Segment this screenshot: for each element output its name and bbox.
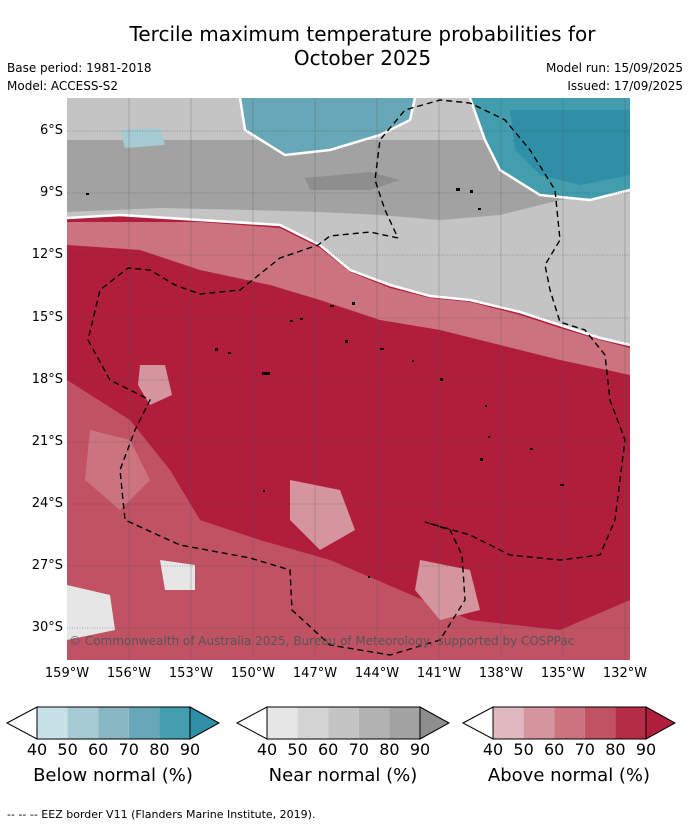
colorbar-below-normal <box>5 706 221 740</box>
above-normal-low-band <box>67 222 630 375</box>
lat-label-15s: 15°S <box>31 310 63 325</box>
near-normal-south-patch <box>67 585 115 640</box>
lon-label-147w: 147°W <box>292 666 338 681</box>
colorbar-above-ticks: 40 50 60 70 80 90 <box>461 740 677 762</box>
model-run: Model run: 15/09/2025 <box>545 61 683 75</box>
lat-label-24s: 24°S <box>31 496 63 511</box>
tick-above-70: 70 <box>574 740 595 759</box>
colorbar-below-upper-arrow <box>189 706 221 740</box>
colorbar-below-swatch-2 <box>67 707 99 739</box>
islands <box>86 188 564 578</box>
above-normal-patch-4 <box>415 560 480 620</box>
lon-label-138w: 138°W <box>478 666 524 681</box>
category-boundary <box>67 213 630 347</box>
tick-near-60: 60 <box>318 740 339 759</box>
colorbar-below-lower-arrow <box>5 706 38 740</box>
below-normal-patch <box>240 98 415 155</box>
colorbar-above-upper-arrow <box>645 706 677 740</box>
chart-title: Tercile maximum temperature probabilitie… <box>0 22 690 70</box>
meta-left: Base period: 1981-2018 Model: ACCESS-S2 <box>7 59 152 95</box>
colorbar-near-swatch-1 <box>267 707 298 739</box>
lon-label-144w: 144°W <box>354 666 400 681</box>
base-period: Base period: 1981-2018 <box>7 61 152 75</box>
colorbar-above-lower-arrow <box>461 706 494 740</box>
lat-label-30s: 30°S <box>31 620 63 635</box>
above-normal-patch-2 <box>290 480 355 550</box>
lon-label-135w: 135°W <box>540 666 586 681</box>
colorbar-near-swatch-4 <box>358 707 390 739</box>
map-field <box>67 98 630 660</box>
model-name: Model: ACCESS-S2 <box>7 79 119 93</box>
colorbar-near-normal <box>235 706 451 740</box>
lon-label-141w: 141°W <box>416 666 462 681</box>
legend-near-normal: 40 50 60 70 80 90 Near normal (%) <box>235 706 451 786</box>
lat-label-12s: 12°S <box>31 247 63 262</box>
lon-label-132w: 132°W <box>602 666 648 681</box>
tick-below-50: 50 <box>57 740 78 759</box>
tick-near-70: 70 <box>348 740 369 759</box>
below-normal-small <box>120 128 165 148</box>
colorbar-below-swatch-3 <box>98 707 129 739</box>
colorbar-near-lower-arrow <box>235 706 268 740</box>
issued-date: Issued: 17/09/2025 <box>567 79 683 93</box>
meridians <box>128 98 626 660</box>
lon-label-156w: 156°W <box>106 666 152 681</box>
legend-below-title: Below normal (%) <box>33 765 193 786</box>
title-line-1: Tercile maximum temperature probabilitie… <box>129 22 596 46</box>
tick-above-80: 80 <box>605 740 626 759</box>
colorbar-below-swatch-1 <box>37 707 68 739</box>
legend-near-title: Near normal (%) <box>268 765 418 786</box>
colorbar-near-swatch-2 <box>297 707 329 739</box>
tick-below-40: 40 <box>26 740 48 759</box>
tick-near-50: 50 <box>287 740 308 759</box>
legend-above-normal: 40 50 60 70 80 90 Above normal (%) <box>461 706 677 786</box>
meta-right: Model run: 15/09/2025 Issued: 17/09/2025 <box>546 59 683 95</box>
lon-label-153w: 153°W <box>168 666 214 681</box>
above-normal-south <box>67 380 630 660</box>
tick-above-40: 40 <box>482 740 504 759</box>
lat-label-6s: 6°S <box>39 123 63 138</box>
tick-near-80: 80 <box>379 740 400 759</box>
colorbar-near-ticks: 40 50 60 70 80 90 <box>235 740 451 762</box>
tick-above-60: 60 <box>544 740 565 759</box>
lat-label-27s: 27°S <box>31 558 63 573</box>
colorbar-below-swatch-5 <box>159 707 190 739</box>
lon-label-159w: 159°W <box>44 666 90 681</box>
lat-label-9s: 9°S <box>39 185 63 200</box>
tick-near-90: 90 <box>409 740 431 759</box>
tick-near-40: 40 <box>256 740 278 759</box>
tick-below-90: 90 <box>179 740 201 759</box>
above-normal-patch-3 <box>138 365 172 405</box>
title-line-2: October 2025 <box>293 46 432 70</box>
tick-below-80: 80 <box>149 740 170 759</box>
tick-below-60: 60 <box>88 740 109 759</box>
lat-label-21s: 21°S <box>31 434 63 449</box>
category-boundary-north <box>238 98 417 157</box>
category-boundary-ne <box>468 98 630 202</box>
colorbar-near-swatch-3 <box>328 707 359 739</box>
colorbar-near-upper-arrow <box>419 706 451 740</box>
above-normal-patch-1 <box>85 430 150 510</box>
colorbar-near-swatch-5 <box>389 707 420 739</box>
legend-above-title: Above normal (%) <box>487 765 651 786</box>
colorbar-above-normal <box>461 706 677 740</box>
eez-footnote: -- -- -- EEZ border V11 (Flanders Marine… <box>7 808 316 821</box>
colorbar-above-swatch-3 <box>554 707 585 739</box>
colorbar-above-swatch-5 <box>615 707 646 739</box>
tick-above-50: 50 <box>513 740 534 759</box>
near-normal-south-patch-2 <box>160 560 195 590</box>
copyright-notice: © Commonwealth of Australia 2025, Bureau… <box>69 634 575 648</box>
colorbar-above-swatch-4 <box>584 707 616 739</box>
lat-label-18s: 18°S <box>31 372 63 387</box>
tick-below-70: 70 <box>118 740 139 759</box>
colorbar-above-swatch-1 <box>493 707 524 739</box>
colorbar-above-swatch-2 <box>523 707 555 739</box>
colorbar-below-swatch-4 <box>128 707 160 739</box>
lon-label-150w: 150°W <box>230 666 276 681</box>
probability-map <box>67 98 630 660</box>
legend-below-normal: 40 50 60 70 80 90 Below normal (%) <box>5 706 221 786</box>
colorbar-below-ticks: 40 50 60 70 80 90 <box>5 740 221 762</box>
tick-above-90: 90 <box>635 740 657 759</box>
